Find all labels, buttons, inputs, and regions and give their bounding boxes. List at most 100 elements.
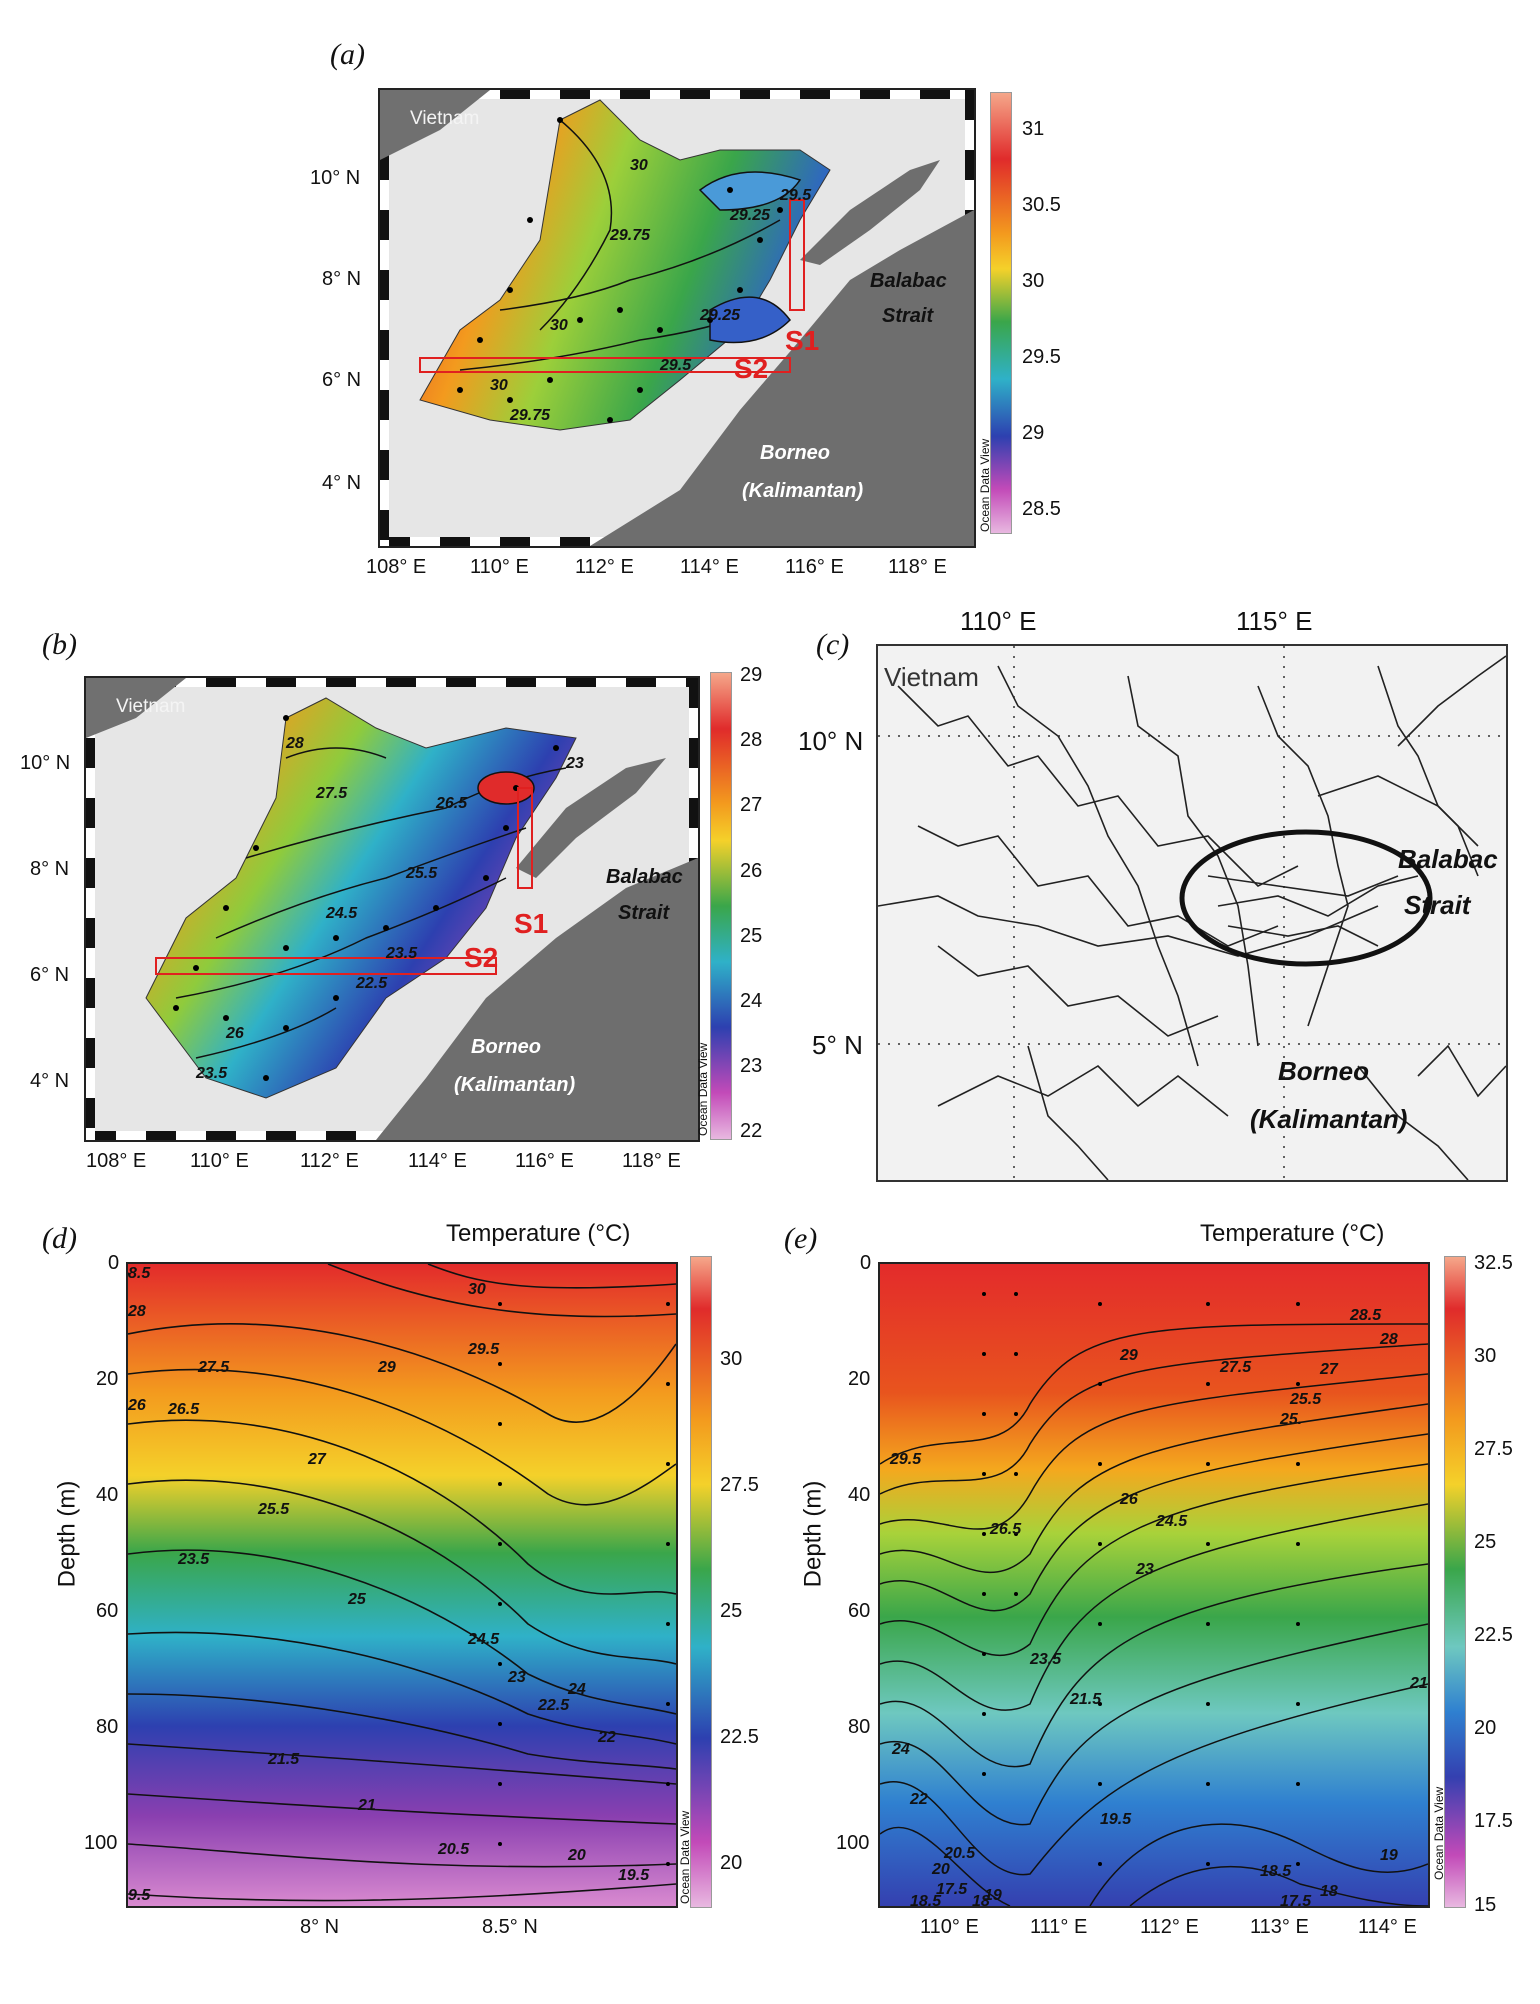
svg-text:29.75: 29.75 [509,407,551,424]
cbar-val: 20 [720,1852,743,1874]
svg-text:21.5: 21.5 [1069,1691,1102,1708]
svg-text:18: 18 [1320,1883,1338,1900]
lon-tick: 108° E [86,1150,147,1172]
svg-text:29.5: 29.5 [779,187,812,204]
lon-tick: 118° E [888,556,947,578]
depth-tick: 0 [860,1252,872,1274]
cbar-val: 25 [720,1600,743,1622]
svg-text:20.5: 20.5 [437,1841,470,1858]
track-map: Vietnam Balabac Strait Borneo (Kalimanta… [876,644,1508,1182]
svg-text:26: 26 [128,1397,146,1414]
title-d: Temperature (°C) [446,1220,631,1247]
lat-tick: 10° N [798,726,864,756]
svg-text:20: 20 [931,1861,950,1878]
depth-tick: 100 [836,1832,870,1854]
depth-tick: 100 [84,1832,118,1854]
lat-tick: 8° N [30,858,70,880]
cbar-val: 22.5 [1474,1624,1513,1646]
svg-text:21: 21 [1409,1675,1428,1692]
depth-tick: 40 [96,1484,119,1506]
svg-text:20: 20 [567,1847,586,1864]
lon-tick: 108° E [366,556,427,578]
svg-text:22.5: 22.5 [355,975,388,992]
svg-text:25.5: 25.5 [257,1501,290,1518]
cbar-val: 32.5 [1474,1252,1513,1274]
lon-tick: 115° E [1236,606,1313,636]
depth-tick: 20 [96,1368,119,1390]
label-balabac-a: Balabac [870,270,947,292]
svg-text:25: 25 [347,1591,367,1608]
svg-text:23.5: 23.5 [385,945,418,962]
lon-tick: 112° E [300,1150,359,1172]
map-a: 30 29.5 29.25 29.75 30 29.5 29.25 30 29.… [378,88,976,548]
cbar-val: 29 [1022,422,1045,444]
svg-text:23: 23 [507,1669,526,1686]
svg-text:26.5: 26.5 [989,1521,1022,1538]
map-b-svg: 28 27.5 26.5 23 25.5 24.5 23.5 22.5 26 2… [86,678,698,1140]
svg-text:22: 22 [597,1729,616,1746]
lat-tick: 6° N [30,964,70,986]
cbar-val: 30 [1474,1345,1497,1367]
depth-tick: 80 [96,1716,119,1738]
map-b: 28 27.5 26.5 23 25.5 24.5 23.5 22.5 26 2… [84,676,700,1142]
svg-text:22: 22 [909,1791,928,1808]
cbar-val: 17.5 [1474,1810,1513,1832]
colorbar-d [690,1256,712,1908]
section-d-svg: 30 29.5 29 28 27.5 26 26.5 27 25.5 23.5 … [128,1264,676,1906]
x-tick: 8.5° N [482,1916,538,1938]
label-s2-a: S2 [734,353,769,384]
track-map-svg [878,646,1506,1180]
svg-text:19.5: 19.5 [618,1867,650,1884]
cbar-val: 20 [1474,1717,1497,1739]
label-borneo-c: Borneo [1278,1056,1369,1086]
svg-text:29.25: 29.25 [729,207,771,224]
label-vietnam-b: Vietnam [116,696,186,717]
svg-text:24: 24 [567,1681,586,1698]
x-tick: 114° E [1358,1916,1417,1938]
depth-tick: 0 [108,1252,120,1274]
section-e-svg: 28.5 28 29 27.5 27 25.5 25. 29.5 26 24.5… [880,1264,1428,1906]
section-d: 30 29.5 29 28 27.5 26 26.5 27 25.5 23.5 … [126,1262,678,1908]
label-borneo-b: Borneo [471,1036,541,1058]
svg-text:17.5: 17.5 [1280,1893,1312,1906]
watermark-b: Ocean Data View [696,1042,710,1136]
svg-text:26: 26 [225,1025,244,1042]
svg-text:19: 19 [1380,1847,1398,1864]
svg-text:23.5: 23.5 [1029,1651,1062,1668]
lat-tick: 4° N [322,472,362,494]
svg-text:23.5: 23.5 [195,1065,228,1082]
svg-text:21.5: 21.5 [267,1751,300,1768]
cbar-val: 24 [740,990,763,1012]
depth-tick: 40 [848,1484,871,1506]
label-s2-b: S2 [464,942,499,973]
x-tick: 8° N [300,1916,340,1938]
watermark-d: Ocean Data View [678,1810,692,1904]
svg-text:30: 30 [490,377,508,394]
svg-text:29: 29 [1119,1347,1138,1364]
lon-tick: 116° E [785,556,844,578]
map-a-svg: 30 29.5 29.25 29.75 30 29.5 29.25 30 29.… [380,90,974,546]
depth-tick: 60 [848,1600,871,1622]
svg-text:27.5: 27.5 [197,1359,230,1376]
cbar-val: 30 [1022,270,1045,292]
depth-tick: 20 [848,1368,871,1390]
cbar-val: 30 [720,1348,743,1370]
watermark-e: Ocean Data View [1432,1786,1446,1880]
label-vietnam-a: Vietnam [410,108,480,129]
x-tick: 113° E [1250,1916,1309,1938]
svg-text:27: 27 [1319,1361,1339,1378]
cbar-val: 22.5 [720,1726,759,1748]
label-strait-a: Strait [882,305,934,327]
label-kalimantan-c: (Kalimantan) [1250,1104,1408,1134]
watermark-a: Ocean Data View [978,438,992,532]
svg-text:24.5: 24.5 [325,905,358,922]
cbar-val: 23 [740,1055,763,1077]
svg-text:22.5: 22.5 [537,1697,570,1714]
cbar-val: 28.5 [1022,498,1061,520]
lon-tick: 118° E [622,1150,681,1172]
lat-tick: 10° N [310,167,361,189]
svg-text:17.5: 17.5 [936,1881,968,1898]
svg-text:24: 24 [891,1741,910,1758]
cbar-val: 28 [740,729,763,751]
label-s1-a: S1 [785,325,820,356]
